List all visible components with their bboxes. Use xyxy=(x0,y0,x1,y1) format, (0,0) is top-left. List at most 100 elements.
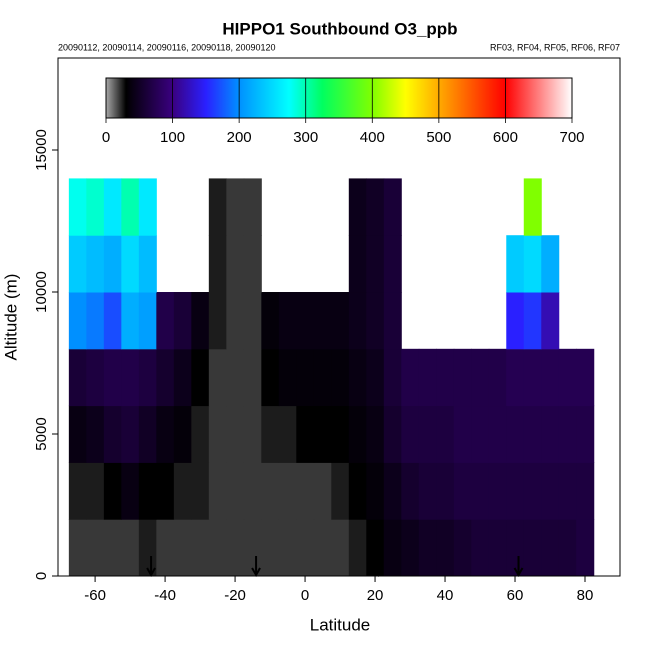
heat-cell xyxy=(523,235,542,293)
heat-cell xyxy=(121,292,140,350)
heat-cell xyxy=(471,405,490,463)
heat-cell xyxy=(243,178,262,236)
heat-cell xyxy=(243,235,262,293)
y-tick-label: 0 xyxy=(33,572,50,580)
heat-cell xyxy=(366,462,385,520)
heat-cell xyxy=(138,292,157,350)
heat-cell xyxy=(68,462,87,520)
heat-cell xyxy=(86,235,105,293)
heat-cell xyxy=(453,462,472,520)
heat-cell xyxy=(156,462,175,520)
heat-cell xyxy=(173,292,192,350)
y-tick-label: 5000 xyxy=(33,417,50,450)
heat-cell xyxy=(226,348,245,407)
heat-cell xyxy=(348,292,367,350)
x-tick-label: 40 xyxy=(437,587,454,604)
heat-cell xyxy=(558,462,577,520)
heat-cell xyxy=(243,462,262,520)
heat-cell xyxy=(506,348,525,407)
heat-cell xyxy=(208,519,227,577)
heat-cell xyxy=(208,462,227,520)
heat-cell xyxy=(226,178,245,236)
heat-cell xyxy=(261,519,280,577)
heat-cell xyxy=(523,519,542,577)
heat-cell xyxy=(418,348,437,407)
marker-arrow xyxy=(146,556,156,578)
colorbar-tick-label: 600 xyxy=(493,129,518,146)
heat-cell xyxy=(191,348,210,407)
heat-cell xyxy=(523,462,542,520)
heat-cell xyxy=(576,405,595,463)
heat-cell xyxy=(261,348,280,407)
heat-cell xyxy=(383,292,402,350)
heat-cell xyxy=(86,292,105,350)
heat-cell xyxy=(138,348,157,407)
heat-cell xyxy=(208,405,227,463)
heat-cell xyxy=(103,235,122,293)
heat-cell xyxy=(401,462,420,520)
heat-cell xyxy=(278,462,297,520)
heat-cell xyxy=(453,348,472,407)
heat-cell xyxy=(576,348,595,407)
heat-cell xyxy=(488,348,507,407)
heat-cell xyxy=(191,292,210,350)
heat-cell xyxy=(173,348,192,407)
heat-cell xyxy=(313,519,332,577)
heat-cell xyxy=(226,235,245,293)
heat-cell xyxy=(191,462,210,520)
heat-cell xyxy=(541,462,560,520)
heat-cell xyxy=(278,292,297,350)
heat-cell xyxy=(313,292,332,350)
heat-cell xyxy=(121,235,140,293)
heat-cell xyxy=(436,348,455,407)
heat-cell xyxy=(296,519,315,577)
heat-cell xyxy=(453,519,472,577)
heat-cell xyxy=(401,405,420,463)
heat-cell xyxy=(523,178,542,236)
heat-cell xyxy=(523,405,542,463)
heat-cell xyxy=(173,405,192,463)
heat-cell xyxy=(156,348,175,407)
heat-cell xyxy=(436,405,455,463)
heat-cell xyxy=(331,519,350,577)
heat-cell xyxy=(506,292,525,350)
heat-cell xyxy=(471,348,490,407)
x-tick-label: 60 xyxy=(507,587,524,604)
heat-cell xyxy=(261,462,280,520)
heat-cell xyxy=(103,348,122,407)
heat-cell xyxy=(138,462,157,520)
colorbar-tick-label: 500 xyxy=(426,129,451,146)
heat-cell xyxy=(86,405,105,463)
heat-cell xyxy=(243,348,262,407)
heat-cell xyxy=(331,405,350,463)
heat-cell xyxy=(138,178,157,236)
heat-cell xyxy=(208,235,227,293)
heat-cell xyxy=(68,405,87,463)
heat-cell xyxy=(226,462,245,520)
heat-cell xyxy=(418,405,437,463)
colorbar xyxy=(105,77,573,119)
heat-cell xyxy=(156,292,175,350)
heat-cell xyxy=(418,519,437,577)
y-tick-label: 15000 xyxy=(33,129,50,171)
heat-cell xyxy=(68,348,87,407)
marker-arrow xyxy=(251,556,261,578)
heat-cell xyxy=(103,519,122,577)
colorbar-tick-label: 100 xyxy=(160,129,185,146)
x-tick-label: -40 xyxy=(154,587,176,604)
heat-cell xyxy=(68,235,87,293)
heat-cell xyxy=(278,405,297,463)
x-tick-label: 0 xyxy=(301,587,309,604)
heat-cell xyxy=(243,519,262,577)
heat-cell xyxy=(243,405,262,463)
heat-cell xyxy=(558,519,577,577)
heat-cell xyxy=(313,405,332,463)
heat-cell xyxy=(261,292,280,350)
heat-cell xyxy=(173,519,192,577)
colorbar-tick-label: 200 xyxy=(227,129,252,146)
heat-cell xyxy=(331,462,350,520)
subtitle-right: RF03, RF04, RF05, RF06, RF07 xyxy=(490,42,620,52)
heat-cell xyxy=(366,348,385,407)
heat-cell xyxy=(541,519,560,577)
